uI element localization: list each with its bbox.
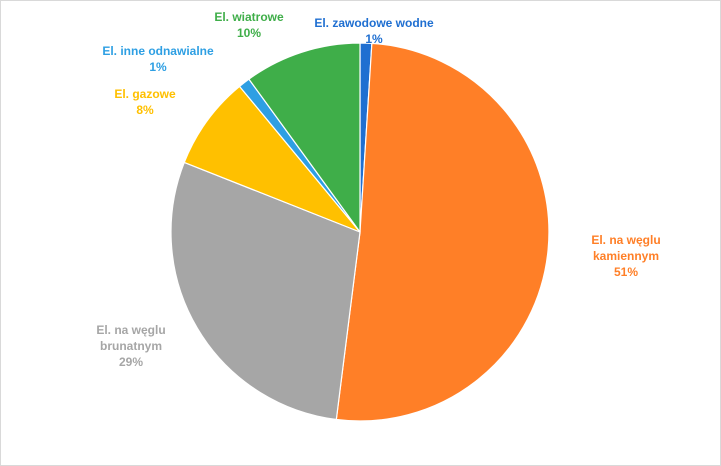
data-label-text: kamiennym: [593, 249, 659, 263]
data-label-el-na-weglu-brunatnym: El. na węglu brunatnym 29%: [96, 323, 165, 369]
data-label-percent: 29%: [119, 355, 143, 369]
pie-slice-el-na-weglu-kamiennym: [335, 42, 550, 422]
data-label-text: El. gazowe: [114, 87, 176, 101]
pie-slices: [170, 42, 550, 422]
data-label-el-gazowe: El. gazowe 8%: [114, 87, 176, 117]
data-label-text: brunatnym: [100, 339, 162, 353]
pie-slice-el-gazowe: [183, 85, 361, 233]
data-label-percent: 51%: [614, 265, 638, 279]
pie-data-labels: El. zawodowe wodne 1% El. na węglu kamienny…: [96, 10, 660, 369]
data-label-percent: 8%: [136, 103, 154, 117]
data-label-percent: 1%: [149, 60, 167, 74]
pie-slice-el-na-weglu-brunatnym: [170, 161, 361, 421]
data-label-el-na-weglu-kamiennym: El. na węglu kamiennym 51%: [591, 233, 660, 279]
data-label-el-wiatrowe: El. wiatrowe 10%: [214, 10, 284, 40]
data-label-percent: 1%: [365, 32, 383, 46]
data-label-text: El. wiatrowe: [214, 10, 284, 24]
data-label-el-inne-odnawialne: El. inne odnawialne 1%: [102, 44, 214, 74]
pie-slice-el-wiatrowe: [248, 42, 361, 234]
data-label-text: El. zawodowe wodne: [314, 16, 434, 30]
data-label-percent: 10%: [237, 26, 261, 40]
data-label-text: El. inne odnawialne: [102, 44, 214, 58]
data-label-el-zawodowe-wodne: El. zawodowe wodne 1%: [314, 16, 434, 46]
data-label-text: El. na węglu: [96, 323, 165, 337]
data-label-text: El. na węglu: [591, 233, 660, 247]
